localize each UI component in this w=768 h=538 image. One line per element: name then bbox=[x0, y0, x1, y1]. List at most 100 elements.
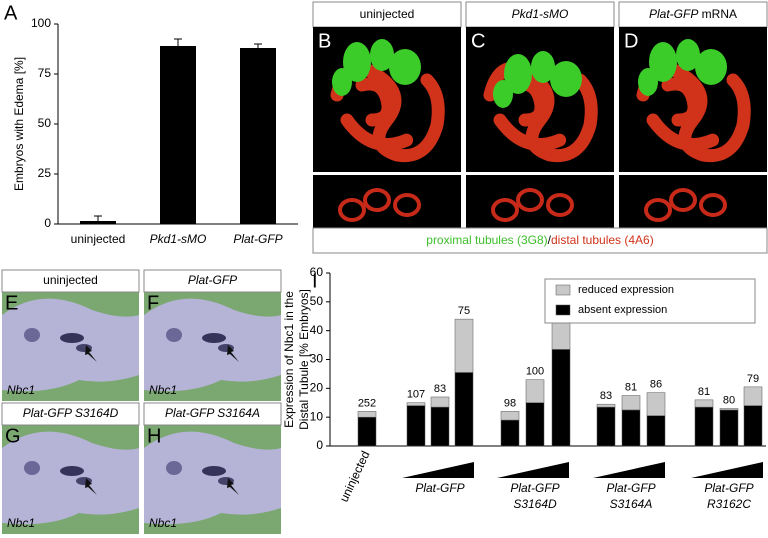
bar-segment bbox=[694, 399, 714, 408]
panel-letter: A bbox=[4, 2, 18, 24]
y-tick-label: 50 bbox=[38, 116, 52, 130]
bar-segment bbox=[454, 318, 474, 373]
eye bbox=[24, 461, 40, 475]
proximal-tubule bbox=[389, 49, 421, 85]
arrow bbox=[227, 345, 239, 362]
x-tick-label: S3164A bbox=[610, 497, 653, 511]
dose-ramp bbox=[593, 462, 665, 478]
count-label: 98 bbox=[504, 397, 516, 409]
proximal-tubule bbox=[638, 68, 658, 96]
bar-segment bbox=[454, 372, 474, 447]
embryo bbox=[2, 298, 139, 392]
embryo bbox=[144, 431, 281, 525]
y-axis-label: Embryos with Edema [%] bbox=[12, 57, 26, 191]
stain bbox=[60, 466, 84, 476]
bar-segment bbox=[357, 416, 377, 447]
proximal-tubule bbox=[649, 42, 677, 82]
section-tubule bbox=[644, 198, 672, 222]
image-title: Plat-GFP S3164A bbox=[165, 406, 260, 420]
legend-box bbox=[544, 278, 756, 324]
y-axis-label: Distal Tubule [% Embryos] bbox=[297, 289, 311, 430]
bar-segment bbox=[500, 419, 520, 447]
dose-ramp bbox=[691, 462, 763, 478]
arrow bbox=[227, 478, 239, 495]
section-tubule bbox=[699, 193, 727, 217]
caption-red: distal tubules (4A6) bbox=[551, 233, 654, 247]
bar-segment bbox=[596, 406, 616, 447]
bar-segment bbox=[500, 411, 520, 421]
embryo bbox=[2, 431, 139, 525]
count-label: 252 bbox=[358, 397, 376, 409]
section-tubule bbox=[669, 188, 697, 212]
y-tick-label: 10 bbox=[310, 409, 324, 423]
image-title: Plat-GFP S3164D bbox=[23, 406, 119, 420]
arrow bbox=[85, 478, 97, 495]
caption-green: proximal tubules (3G8) bbox=[426, 233, 547, 247]
count-label: 81 bbox=[698, 386, 710, 398]
gene-label: Nbc1 bbox=[7, 516, 35, 530]
bar bbox=[80, 221, 116, 224]
section-tubule bbox=[516, 188, 544, 212]
legend-swatch bbox=[555, 284, 571, 296]
image-title: Plat-GFP bbox=[649, 7, 698, 21]
x-tick-label: Pkd1-sMO bbox=[150, 232, 207, 246]
count-label: 107 bbox=[407, 389, 425, 401]
image-note: mRNA bbox=[698, 7, 737, 21]
image-title: uninjected bbox=[360, 7, 415, 21]
x-tick-label: Plat-GFP bbox=[606, 481, 655, 495]
y-axis-label: Expression of Nbc1 in the bbox=[282, 291, 296, 428]
x-tick-label: Plat-GFP bbox=[415, 481, 464, 495]
y-tick-label: 50 bbox=[310, 294, 324, 308]
bar-segment bbox=[719, 409, 739, 447]
section-tubule bbox=[491, 198, 519, 222]
image-title: Pkd1-sMO bbox=[512, 7, 569, 21]
count-label: 79 bbox=[747, 373, 759, 385]
section-tubule bbox=[546, 193, 574, 217]
count-label: 100 bbox=[526, 366, 544, 378]
section-tubule bbox=[338, 198, 366, 222]
panel-letter: B bbox=[318, 30, 331, 52]
bar-segment bbox=[406, 405, 426, 447]
bar-segment bbox=[430, 406, 450, 447]
gene-label: Nbc1 bbox=[149, 383, 177, 397]
x-tick-label: uninjected bbox=[337, 449, 373, 505]
eye bbox=[166, 328, 182, 342]
bar-segment bbox=[621, 409, 641, 447]
image-title: Plat-GFP bbox=[188, 273, 237, 287]
proximal-tubule bbox=[332, 68, 352, 96]
bar-segment bbox=[719, 408, 739, 411]
bar-segment bbox=[357, 411, 377, 418]
image-title: Pkd1-sMO bbox=[512, 7, 569, 21]
panel-letter: F bbox=[147, 292, 159, 314]
y-tick-label: 100 bbox=[31, 16, 51, 30]
title-box bbox=[312, 1, 462, 28]
bar-segment bbox=[621, 395, 641, 411]
count-label: 83 bbox=[600, 390, 612, 402]
count-label: 83 bbox=[434, 383, 446, 395]
title-box bbox=[143, 269, 282, 293]
proximal-tubule bbox=[531, 51, 555, 83]
eye bbox=[166, 461, 182, 475]
image-title: uninjected bbox=[360, 7, 415, 21]
stain bbox=[202, 333, 226, 343]
panel-letter: G bbox=[5, 425, 21, 447]
arrow bbox=[85, 345, 97, 362]
proximal-tubule bbox=[676, 39, 700, 71]
bar-segment bbox=[406, 402, 426, 406]
y-tick-label: 0 bbox=[316, 438, 323, 452]
gene-label: Nbc1 bbox=[7, 383, 35, 397]
x-tick-label: Plat-GFP bbox=[704, 481, 753, 495]
bar-segment bbox=[525, 402, 545, 447]
embryo bbox=[144, 298, 281, 392]
x-tick-label: uninjected bbox=[71, 232, 126, 246]
legend-swatch bbox=[555, 304, 571, 316]
count-label: 81 bbox=[625, 381, 637, 393]
bar-segment bbox=[743, 405, 763, 447]
bar-segment bbox=[646, 415, 666, 447]
bar-segment bbox=[646, 392, 666, 416]
y-tick-label: 0 bbox=[44, 216, 51, 230]
section-tubule bbox=[363, 188, 391, 212]
panel-letter: I bbox=[312, 270, 318, 292]
bar-segment bbox=[596, 403, 616, 408]
